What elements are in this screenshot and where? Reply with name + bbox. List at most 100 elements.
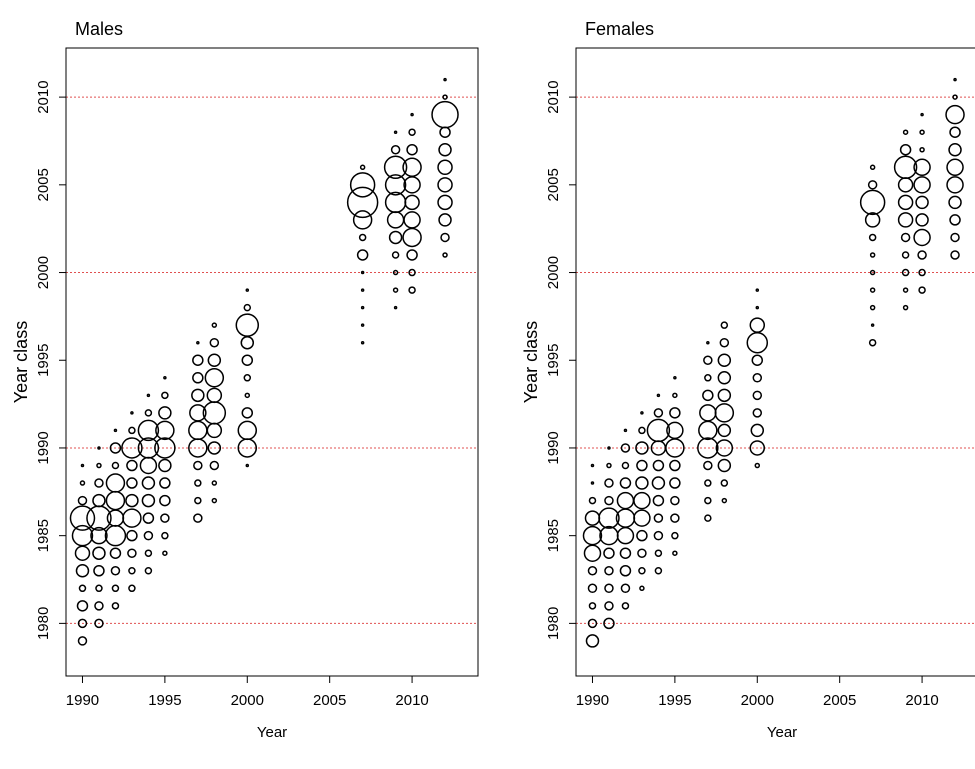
bubble (652, 459, 665, 472)
bubble (349, 172, 376, 198)
bubble (243, 374, 252, 382)
bubble (158, 406, 172, 420)
bubble (603, 547, 615, 559)
bubble (163, 376, 167, 380)
y-axis-label: Year class (521, 321, 541, 403)
bubble (78, 584, 87, 593)
bubble (915, 195, 929, 210)
bubble (160, 513, 170, 523)
bubble (587, 618, 598, 629)
bubble (105, 473, 126, 493)
bubble (669, 459, 681, 472)
bubble (109, 547, 122, 559)
bubble (206, 422, 223, 439)
bubble (604, 478, 614, 488)
bubble (636, 529, 648, 542)
bubble (75, 563, 90, 578)
x-tick-label: 2010 (905, 692, 938, 709)
bubble (953, 77, 957, 82)
bubble (358, 233, 367, 242)
bubble (442, 252, 448, 258)
bubble (437, 194, 453, 211)
bubble (901, 251, 910, 259)
y-tick-label: 2005 (545, 168, 562, 201)
bubble (752, 408, 763, 418)
bubble (403, 176, 421, 194)
bubble (869, 287, 876, 293)
bubble (159, 494, 171, 507)
bubble (913, 158, 931, 177)
bubble (949, 214, 961, 226)
bubble (245, 463, 250, 468)
bubble (94, 478, 104, 488)
bubble (94, 618, 104, 629)
bubble (633, 491, 651, 510)
bubble (158, 458, 172, 473)
bubble (913, 228, 931, 247)
bubble (673, 376, 677, 380)
bubble (360, 270, 365, 275)
bubble (633, 509, 651, 527)
bubble (128, 566, 136, 575)
bubble (154, 437, 176, 459)
x-tick-label: 2010 (395, 692, 428, 709)
bubble (74, 545, 91, 561)
bubble (439, 126, 451, 138)
bubble (616, 526, 635, 545)
bubble (918, 286, 926, 294)
bubble (122, 508, 142, 528)
bubble (94, 601, 104, 611)
x-tick-label: 2005 (823, 692, 856, 709)
bubble (192, 354, 204, 366)
bubble (139, 456, 158, 475)
bubble (437, 177, 453, 193)
bubble (211, 322, 218, 328)
bubble (704, 496, 712, 505)
bubble (403, 211, 421, 229)
bubble (194, 496, 202, 505)
bubble (669, 477, 681, 489)
bubble (408, 286, 416, 294)
bubble (654, 549, 663, 557)
bubble (196, 340, 200, 345)
bubble (653, 408, 664, 418)
bubble (920, 112, 924, 117)
bubble (897, 177, 914, 193)
bubble (635, 441, 649, 455)
y-tick-label: 1980 (545, 607, 562, 640)
bubble (69, 505, 96, 531)
bubble (360, 288, 365, 292)
bubble (356, 249, 369, 261)
bubble (141, 476, 156, 490)
bubble (949, 126, 961, 138)
x-axis-label: Year (257, 724, 287, 741)
bubble (188, 420, 208, 441)
bubble (402, 227, 422, 248)
bubble (241, 407, 254, 419)
bubble (159, 477, 171, 489)
bubble (702, 389, 714, 402)
plot-frame (65, 47, 479, 677)
y-tick-label: 2000 (35, 256, 52, 289)
bubble (106, 509, 125, 527)
bubble (948, 142, 962, 157)
bubble (161, 531, 169, 540)
bubble (126, 459, 138, 472)
bubble (870, 323, 875, 327)
bubble (126, 529, 138, 542)
x-tick-label: 1995 (148, 692, 181, 709)
bubble (950, 250, 960, 260)
bubble (606, 462, 612, 469)
bubble (392, 287, 399, 293)
bubble (406, 143, 418, 156)
chart-title: Males (75, 19, 123, 39)
bubble (635, 476, 649, 490)
bubble (204, 368, 225, 388)
bubble (698, 420, 718, 441)
y-tick-label: 2005 (35, 168, 52, 201)
y-tick-label: 1995 (545, 344, 562, 377)
bubble (638, 426, 646, 435)
bubble (706, 340, 710, 345)
bubble (582, 525, 603, 546)
